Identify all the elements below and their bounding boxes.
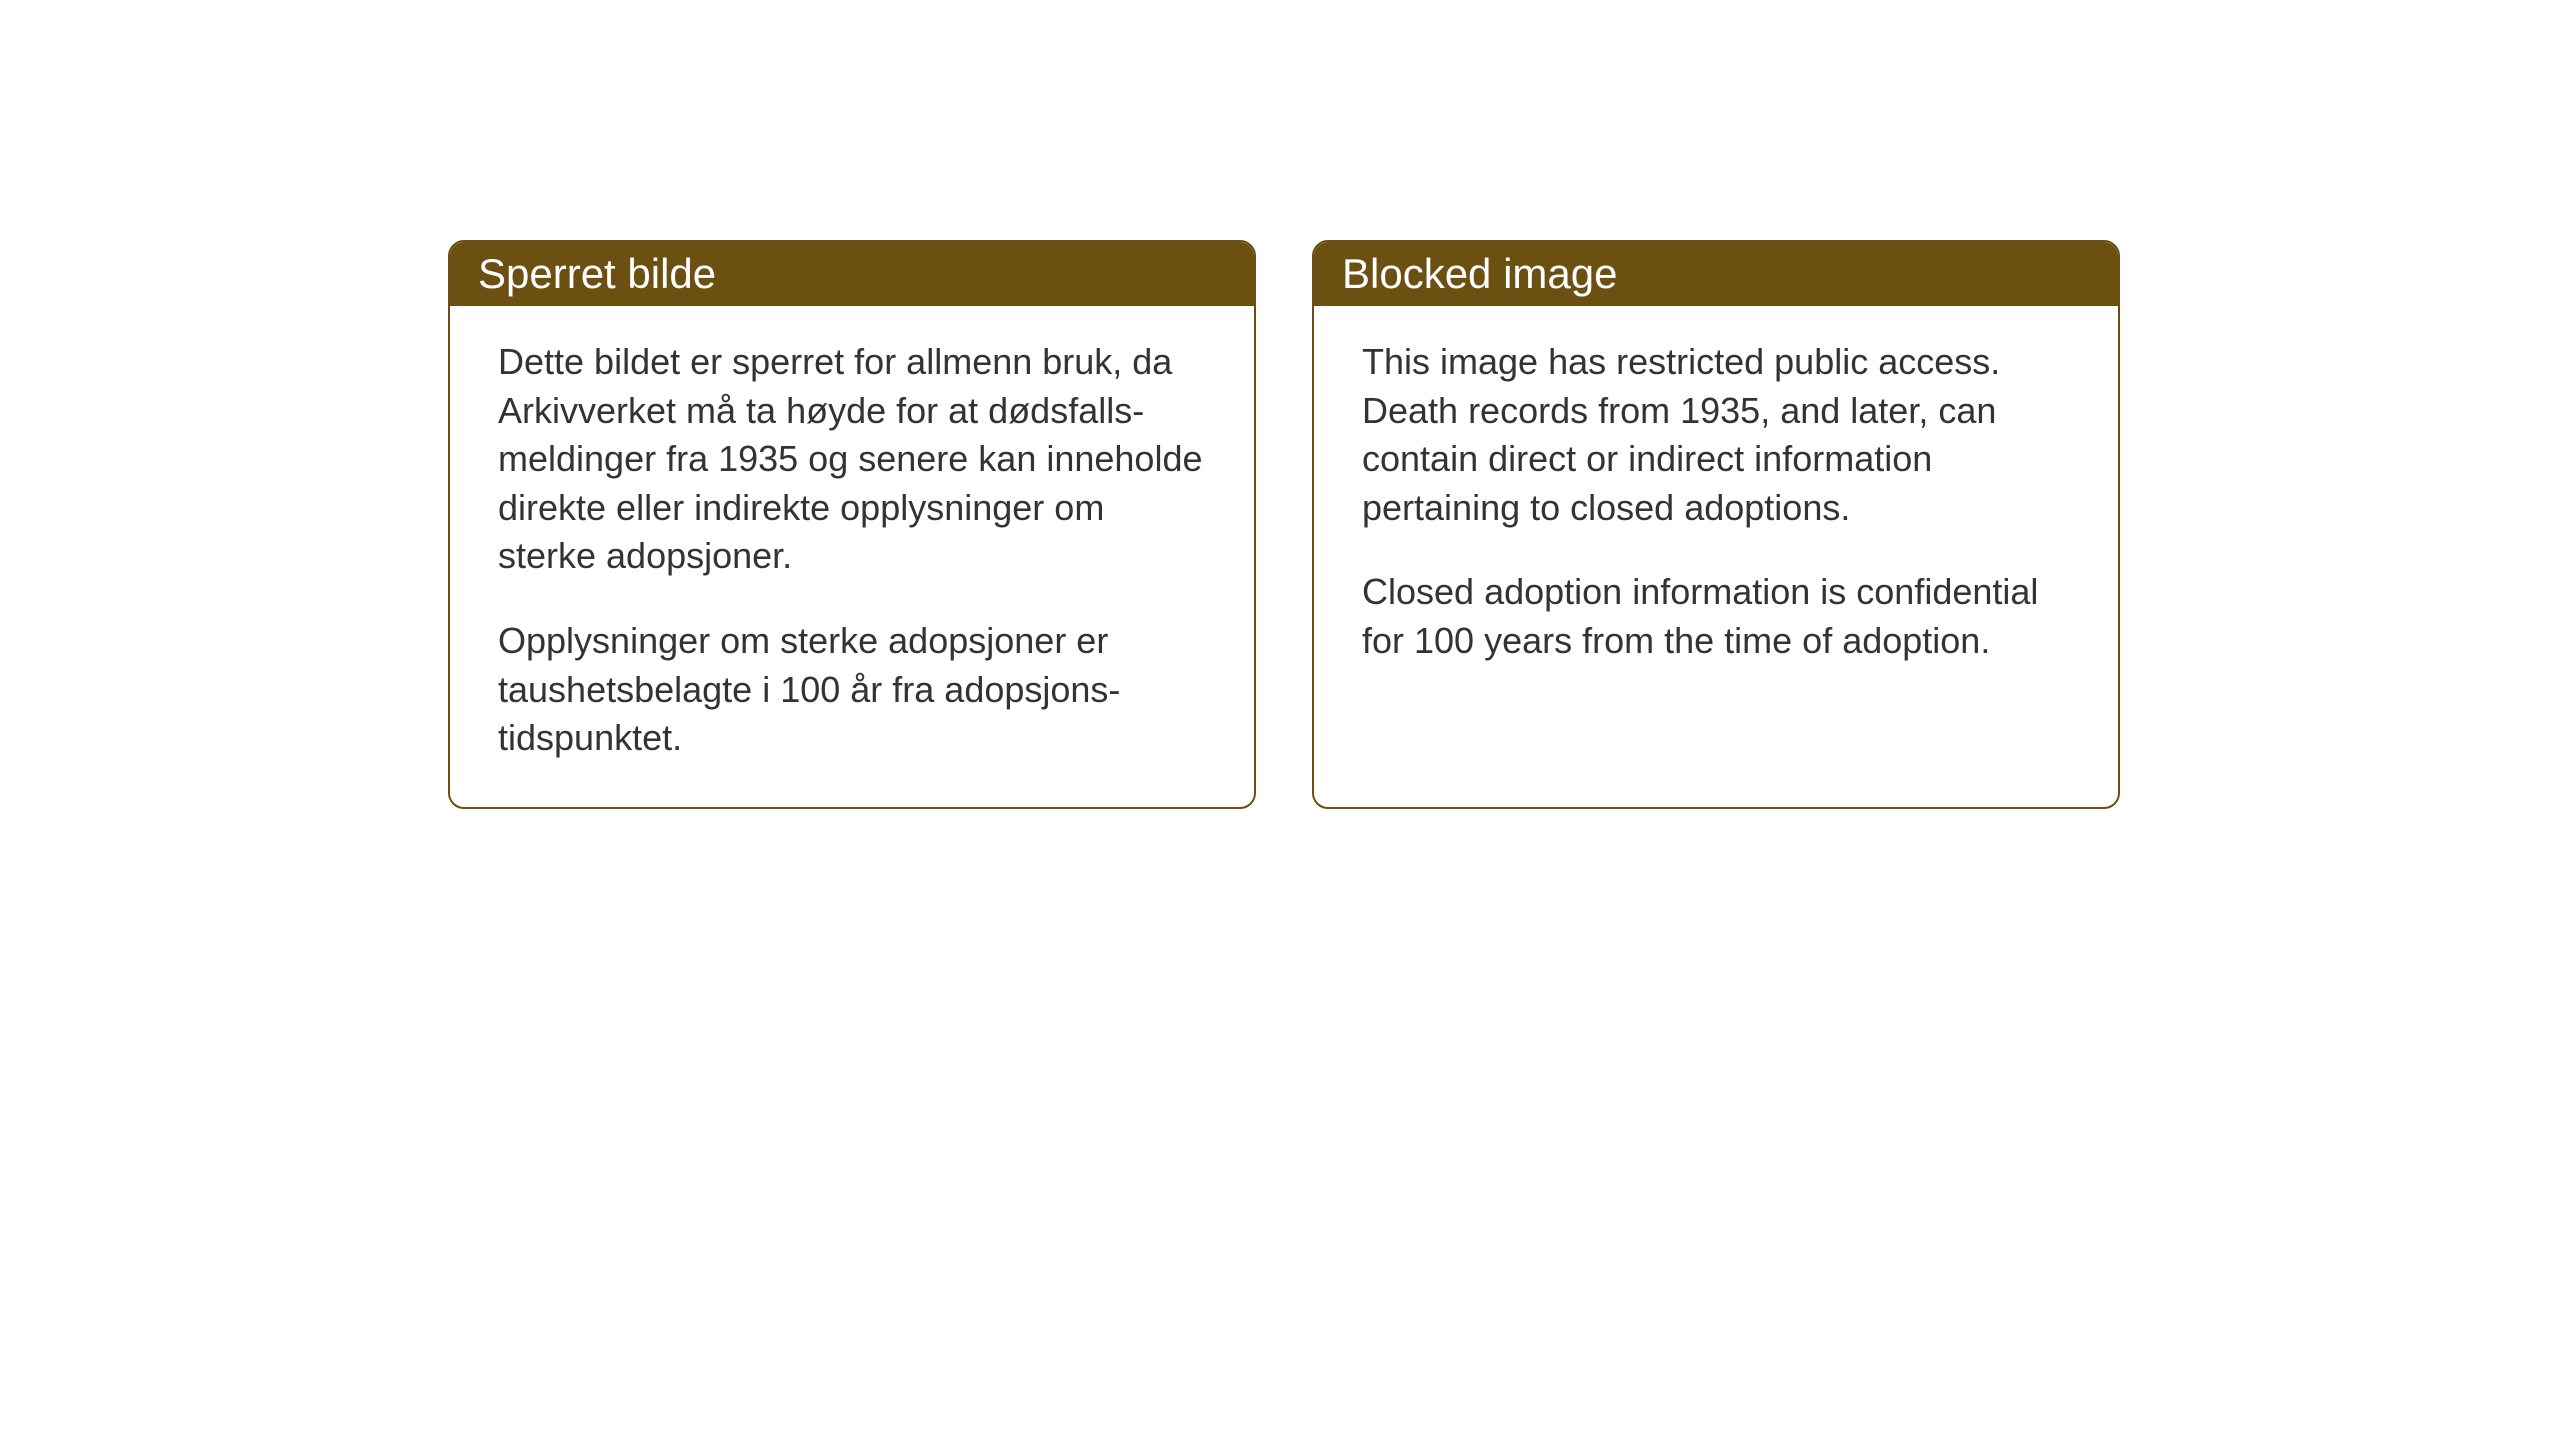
card-header-norwegian: Sperret bilde xyxy=(450,242,1254,306)
blocked-image-card-english: Blocked image This image has restricted … xyxy=(1312,240,2120,809)
card-body-english: This image has restricted public access.… xyxy=(1314,306,2118,710)
blocked-image-card-norwegian: Sperret bilde Dette bildet er sperret fo… xyxy=(448,240,1256,809)
card-paragraph-1-english: This image has restricted public access.… xyxy=(1362,338,2070,532)
card-paragraph-2-norwegian: Opplysninger om sterke adopsjoner er tau… xyxy=(498,617,1206,763)
card-paragraph-2-english: Closed adoption information is confident… xyxy=(1362,568,2070,665)
card-paragraph-1-norwegian: Dette bildet er sperret for allmenn bruk… xyxy=(498,338,1206,581)
card-title-english: Blocked image xyxy=(1342,250,1617,297)
card-body-norwegian: Dette bildet er sperret for allmenn bruk… xyxy=(450,306,1254,807)
card-title-norwegian: Sperret bilde xyxy=(478,250,716,297)
notice-cards-container: Sperret bilde Dette bildet er sperret fo… xyxy=(448,240,2120,809)
card-header-english: Blocked image xyxy=(1314,242,2118,306)
